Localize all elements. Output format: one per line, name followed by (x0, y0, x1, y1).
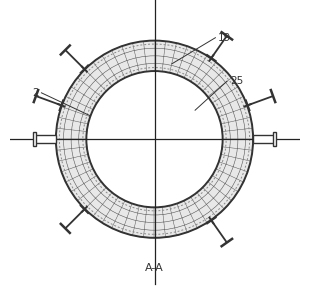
Circle shape (86, 71, 223, 207)
Text: 2: 2 (33, 88, 39, 98)
Circle shape (56, 41, 253, 238)
Bar (253, 135, 275, 143)
Text: 25: 25 (230, 76, 243, 86)
Text: 19: 19 (218, 33, 231, 43)
Bar (273, 132, 276, 146)
Bar (34, 135, 56, 143)
Text: A-A: A-A (145, 263, 164, 273)
Bar (33, 132, 36, 146)
